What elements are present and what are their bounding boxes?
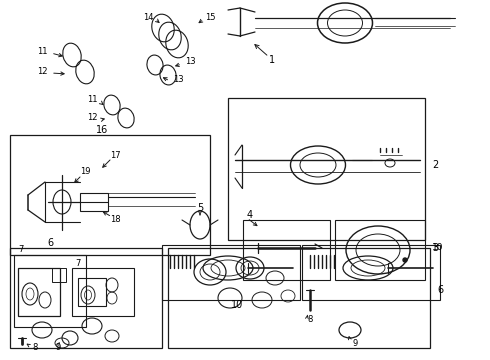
Text: 7: 7 bbox=[18, 246, 24, 255]
Text: 19: 19 bbox=[80, 167, 90, 176]
Text: 12: 12 bbox=[37, 68, 47, 77]
Text: 2: 2 bbox=[432, 160, 438, 170]
Bar bbox=[10, 135, 210, 255]
Text: 1: 1 bbox=[269, 55, 275, 65]
Bar bbox=[80, 193, 108, 211]
Bar bbox=[162, 245, 300, 300]
Text: 13: 13 bbox=[185, 58, 196, 67]
Text: 6: 6 bbox=[47, 238, 53, 248]
Text: 8: 8 bbox=[32, 343, 38, 352]
Bar bbox=[168, 248, 430, 348]
Text: 6: 6 bbox=[437, 285, 443, 295]
Text: 13: 13 bbox=[172, 76, 183, 85]
Text: 4: 4 bbox=[247, 210, 253, 220]
Text: 10: 10 bbox=[231, 300, 243, 310]
Bar bbox=[14, 255, 86, 327]
Circle shape bbox=[403, 258, 407, 262]
Bar bbox=[228, 98, 425, 240]
Bar bbox=[243, 220, 330, 280]
Text: 3: 3 bbox=[432, 243, 438, 253]
Text: 14: 14 bbox=[143, 13, 153, 22]
Text: 12: 12 bbox=[87, 113, 97, 122]
Bar bbox=[302, 245, 440, 300]
Text: 11: 11 bbox=[37, 48, 47, 57]
Text: 7: 7 bbox=[75, 258, 80, 267]
Bar bbox=[335, 220, 425, 280]
Bar bbox=[52, 268, 66, 282]
Text: 15: 15 bbox=[205, 13, 215, 22]
Text: 18: 18 bbox=[110, 216, 121, 225]
Bar bbox=[72, 268, 134, 316]
Bar bbox=[18, 268, 60, 316]
Text: 11: 11 bbox=[87, 95, 97, 104]
Text: 16: 16 bbox=[96, 125, 108, 135]
Text: 17: 17 bbox=[110, 150, 121, 159]
Text: 9: 9 bbox=[55, 343, 61, 352]
Bar bbox=[10, 248, 162, 348]
Bar bbox=[78, 278, 106, 306]
Text: 5: 5 bbox=[197, 203, 203, 213]
Text: 9: 9 bbox=[352, 338, 358, 347]
Text: 8: 8 bbox=[307, 315, 313, 324]
Text: 10: 10 bbox=[432, 243, 443, 252]
